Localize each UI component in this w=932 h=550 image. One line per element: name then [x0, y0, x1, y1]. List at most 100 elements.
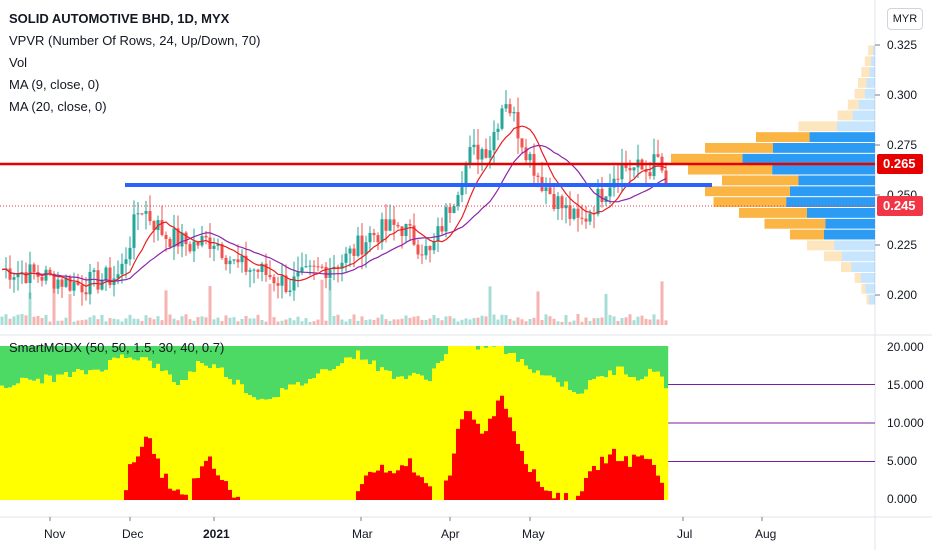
volume-bar — [444, 316, 448, 325]
mcdx-green-bar — [396, 346, 401, 377]
mcdx-yellow-bar — [16, 383, 21, 500]
mcdx-red-bar — [456, 428, 461, 500]
candle-body — [84, 292, 88, 295]
mcdx-yellow-bar — [528, 369, 533, 500]
mcdx-yellow-bar — [336, 365, 341, 500]
candle-body — [64, 277, 68, 287]
indicator-ma20[interactable]: MA (20, close, 0) — [9, 99, 107, 114]
mcdx-green-bar — [192, 346, 197, 372]
mcdx-green-bar — [388, 346, 393, 371]
volume-bar — [124, 318, 128, 325]
volume-bar — [580, 321, 584, 325]
time-axis-label: Apr — [441, 527, 460, 541]
volume-bar — [284, 319, 288, 325]
mcdx-yellow-bar — [536, 370, 541, 500]
volume-bar — [120, 321, 124, 325]
candle-body — [144, 211, 148, 214]
mcdx-green-bar — [48, 346, 53, 376]
vp-down-bar — [764, 218, 826, 229]
mcdx-yellow-bar — [616, 366, 621, 500]
volume-bar — [492, 314, 496, 325]
mcdx-yellow-bar — [176, 385, 181, 500]
mcdx-green-bar — [608, 346, 613, 371]
volume-bar — [604, 293, 608, 325]
mcdx-green-bar — [68, 346, 73, 378]
vp-up-bar — [858, 99, 875, 110]
candle-body — [48, 269, 52, 274]
mcdx-yellow-bar — [420, 375, 425, 500]
mcdx-yellow-bar — [484, 347, 489, 500]
mcdx-yellow-bar — [132, 359, 137, 500]
mcdx-green-bar — [156, 346, 161, 364]
candle-body — [360, 235, 364, 255]
mcdx-green-bar — [12, 346, 17, 386]
volume-bar — [288, 317, 292, 325]
mcdx-yellow-bar — [60, 374, 65, 500]
candle-body — [44, 269, 48, 281]
candle-body — [256, 269, 260, 272]
mcdx-red-bar — [512, 431, 517, 500]
mcdx-yellow-bar — [432, 368, 437, 500]
candle-body — [324, 266, 328, 279]
candle-body — [20, 272, 24, 274]
vp-up-bar — [841, 251, 875, 262]
mcdx-green-bar — [424, 346, 429, 380]
mcdx-green-bar — [72, 346, 77, 372]
mcdx-green-bar — [320, 346, 325, 370]
mcdx-green-bar — [360, 346, 365, 360]
volume-bar — [464, 318, 468, 325]
volume-bar — [600, 317, 604, 325]
price-tag-hline: 0.265 — [877, 154, 923, 174]
candle-body — [364, 242, 368, 255]
mcdx-red-bar — [540, 487, 545, 500]
mcdx-green-bar — [152, 346, 157, 369]
candle-body — [544, 187, 548, 191]
mcdx-green-bar — [412, 346, 417, 373]
currency-button[interactable]: MYR — [887, 8, 923, 30]
mcdx-green-bar — [444, 346, 449, 355]
mcdx-yellow-bar — [652, 371, 657, 500]
volume-bar — [264, 321, 268, 325]
mcdx-yellow-bar — [416, 373, 421, 500]
volume-bar — [208, 286, 212, 325]
candle-body — [276, 283, 280, 286]
mcdx-yellow-bar — [540, 375, 545, 500]
indicator-vol[interactable]: Vol — [9, 55, 28, 70]
mcdx-green-bar — [292, 346, 297, 385]
vp-up-bar — [742, 153, 875, 164]
mcdx-yellow-bar — [8, 387, 13, 500]
mcdx-red-bar — [136, 456, 141, 500]
volume-bar — [248, 318, 252, 325]
indicator-vpvr[interactable]: VPVR (Number Of Rows, 24, Up/Down, 70) — [9, 33, 261, 48]
mcdx-yellow-bar — [444, 354, 449, 500]
mcdx-green-bar — [504, 346, 509, 354]
mcdx-green-bar — [612, 346, 617, 376]
volume-bar — [584, 317, 588, 325]
volume-bar — [536, 291, 540, 325]
mcdx-yellow-bar — [236, 379, 241, 500]
mcdx-yellow-bar — [80, 370, 85, 500]
mcdx-green-bar — [432, 346, 437, 369]
mcdx-green-bar — [392, 346, 397, 379]
volume-bar — [224, 315, 228, 325]
indicator-ma9[interactable]: MA (9, close, 0) — [9, 77, 100, 92]
mcdx-green-bar — [344, 346, 349, 358]
volume-bar — [660, 281, 664, 325]
mcdx-red-bar — [208, 456, 213, 500]
candle-body — [556, 196, 560, 209]
mcdx-yellow-bar — [196, 361, 201, 500]
candle-body — [392, 219, 396, 225]
candle-body — [68, 277, 72, 291]
mcdx-yellow-bar — [88, 370, 93, 500]
mcdx-green-bar — [640, 346, 645, 380]
time-axis-label: 2021 — [203, 527, 230, 541]
mcdx-yellow-bar — [620, 366, 625, 500]
mcdx-green-bar — [664, 346, 669, 389]
smartmcdx-legend[interactable]: SmartMCDX (50, 50, 1.5, 30, 40, 0.7) — [9, 340, 225, 355]
candle-body — [588, 213, 592, 222]
mcdx-yellow-bar — [192, 371, 197, 500]
mcdx-green-bar — [0, 346, 5, 386]
mcdx-yellow-bar — [380, 367, 385, 500]
candle-body — [428, 246, 432, 251]
